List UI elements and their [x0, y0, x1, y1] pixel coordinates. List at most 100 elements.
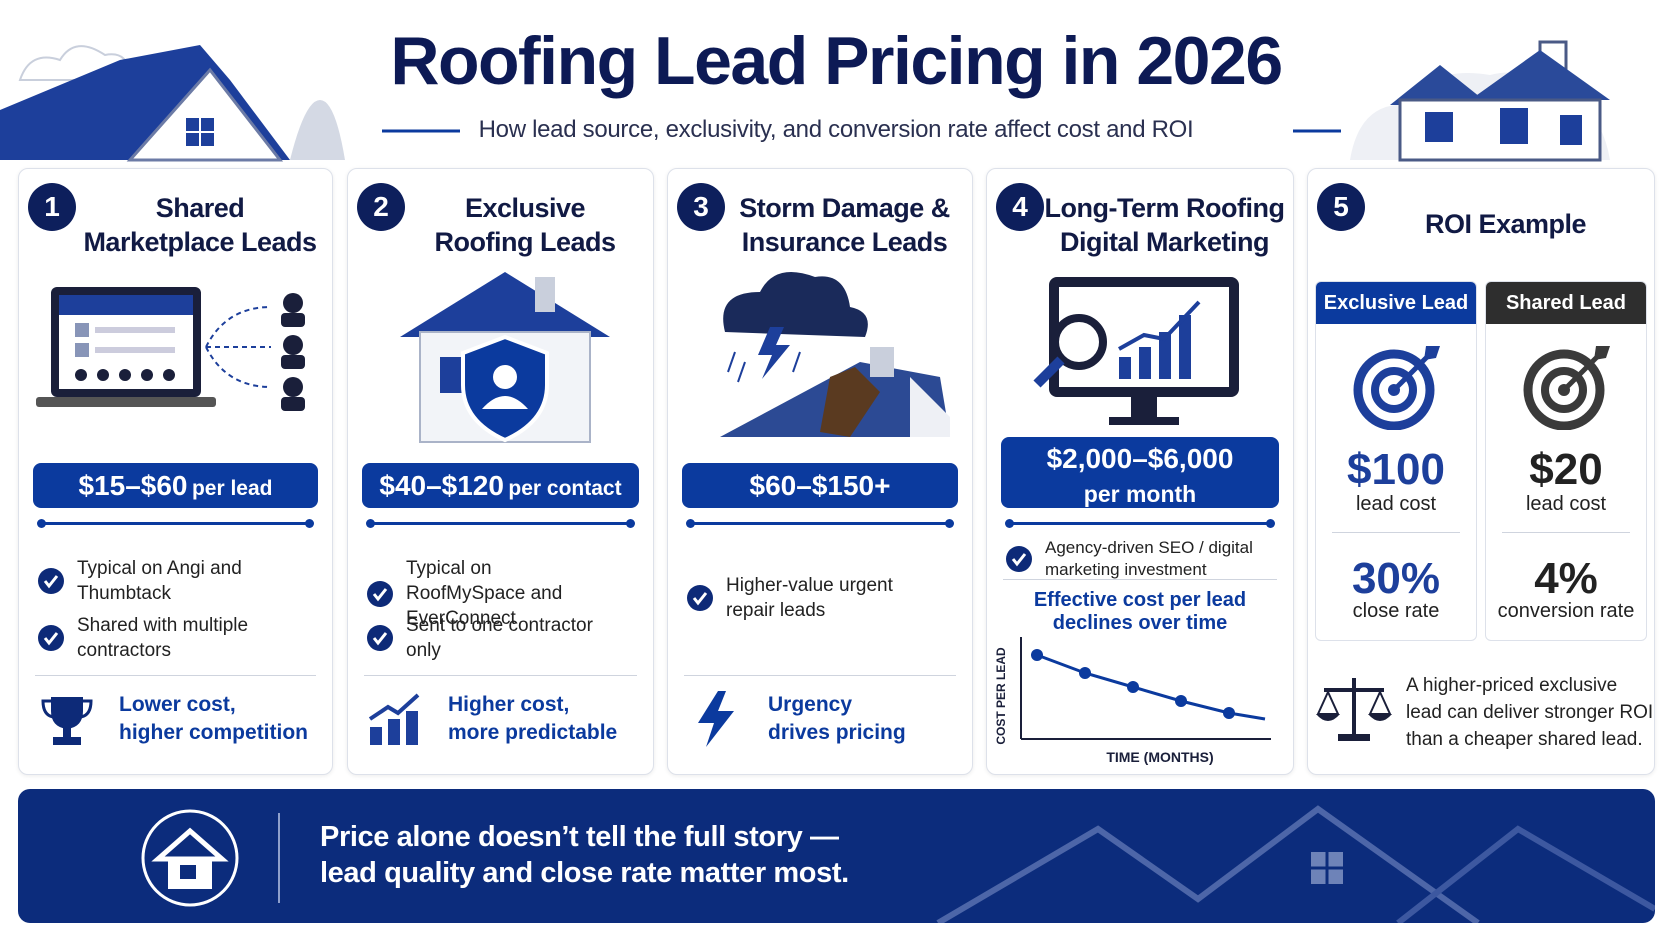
- price-pill: $2,000–$6,000 per month: [1001, 437, 1279, 508]
- bullet: Sent to one contractor only: [366, 613, 643, 663]
- icon-shape: [870, 347, 894, 377]
- icon-shape: [1425, 112, 1453, 142]
- icon-shape: [43, 632, 59, 646]
- takeaway-line: Urgency: [768, 693, 853, 716]
- price-unit: per contact: [508, 477, 622, 500]
- icon-shape: [1338, 734, 1370, 741]
- chart-title-line: declines over time: [1052, 612, 1228, 634]
- bullet-text: Typical on RoofMySpace and EverConnect: [406, 558, 563, 629]
- icon-shape: [97, 369, 109, 381]
- icon-shape: [727, 351, 801, 383]
- icon-shape: [283, 293, 303, 313]
- price: $15–$60: [78, 470, 188, 501]
- icon-shape: [95, 327, 175, 333]
- bullet: Agency-driven SEO / digital marketing in…: [1005, 537, 1283, 581]
- icon-shape: [281, 355, 305, 369]
- icon-shape: [41, 699, 93, 719]
- icon-shape: [1109, 417, 1179, 425]
- icon-shape: [367, 625, 393, 651]
- lead-cost-label: lead cost: [1355, 493, 1437, 515]
- icon: [38, 625, 64, 651]
- lead-cost: $20: [1529, 445, 1603, 494]
- divider: [1003, 579, 1277, 580]
- icon-shape: [1353, 349, 1435, 431]
- icon-shape: [36, 397, 216, 407]
- rule: [366, 519, 635, 528]
- icon-shape: [59, 295, 193, 315]
- icon-shape: [1560, 115, 1582, 145]
- roi-column: Shared Lead $20 lead cost 4% conversion rate: [1485, 281, 1647, 641]
- icon-shape: [1179, 315, 1191, 379]
- takeaway: Lower cost, higher competition: [39, 691, 326, 747]
- icon-shape: [63, 727, 71, 737]
- icon-shape: [205, 306, 272, 388]
- takeaway-line: Lower cost,: [119, 693, 236, 716]
- note-line: than a cheaper shared lead.: [1406, 729, 1643, 750]
- scale-icon: [1316, 674, 1392, 749]
- rule: [37, 519, 314, 528]
- icon-shape: [910, 377, 950, 437]
- price: $2,000–$6,000: [1046, 443, 1234, 474]
- check-icon: [1005, 545, 1033, 573]
- icon-shape: [290, 100, 345, 160]
- icon-shape: [1131, 397, 1157, 417]
- banner-line: Price alone doesn’t tell the full story …: [320, 821, 839, 853]
- icon-shape: [1031, 649, 1235, 719]
- card-number: 4: [996, 183, 1044, 231]
- bullet: Typical on RoofMySpace and EverConnect: [366, 556, 643, 631]
- icon: [367, 580, 393, 607]
- icon: [1033, 277, 1239, 425]
- rate-label: conversion rate: [1497, 600, 1635, 622]
- card-title-line: Shared: [155, 193, 245, 223]
- divider: [35, 675, 316, 676]
- icon-shape: [126, 67, 284, 162]
- icon-shape: [723, 272, 868, 337]
- icon-shape: [163, 369, 175, 381]
- card-title-line: Roofing Leads: [434, 227, 617, 257]
- takeaway-icon: [688, 691, 744, 747]
- icon: [1006, 546, 1032, 572]
- takeaway-icon: [368, 691, 424, 747]
- check-icon: [37, 567, 65, 595]
- icon-shape: [1139, 347, 1151, 379]
- check-icon: [37, 624, 65, 652]
- takeaway: Higher cost, more predictable: [368, 691, 647, 747]
- icon-shape: [820, 367, 880, 437]
- icon-shape: [372, 587, 388, 601]
- icon-shape: [51, 697, 83, 729]
- icon: [698, 691, 734, 747]
- rate-label: close rate: [1352, 600, 1440, 622]
- icon-shape: [43, 575, 59, 589]
- rule: [1005, 519, 1275, 528]
- card-title-line: Marketplace Leads: [83, 227, 317, 257]
- icon: [1020, 637, 1271, 740]
- takeaway-text: Higher cost, more predictable: [448, 691, 617, 747]
- icon-shape: [1119, 315, 1191, 379]
- card: 5 ROI Example Exclusive Lead $100 lead cost 3…: [1307, 168, 1655, 775]
- bullet-text: Typical on Angi and Thumbtack: [77, 558, 242, 604]
- price-pill: $40–$120 per contact: [362, 463, 639, 508]
- price-unit: per month: [1083, 481, 1197, 507]
- icon: [1316, 678, 1392, 741]
- icon-shape: [367, 580, 393, 607]
- icon-shape: [368, 693, 420, 721]
- takeaway-icon: [39, 691, 95, 747]
- icon-shape: [1500, 108, 1528, 144]
- icon-shape: [283, 335, 303, 355]
- takeaway-line: drives pricing: [768, 721, 906, 744]
- takeaway-line: more predictable: [448, 721, 618, 744]
- roi-note: A higher-priced exclusive lead can delive…: [1406, 672, 1653, 753]
- icon-shape: [141, 809, 239, 907]
- icon: [367, 625, 393, 651]
- icon-shape: [1594, 346, 1610, 360]
- icon-shape: [1051, 314, 1107, 370]
- price: $40–$120: [379, 470, 504, 501]
- icon: [1353, 346, 1440, 431]
- card-title-line: Exclusive: [464, 193, 586, 223]
- icon-shape: [692, 592, 708, 606]
- card-number: 5: [1317, 183, 1365, 231]
- icon-shape: [698, 691, 734, 747]
- icon: [368, 693, 420, 745]
- bullet: Shared with multiple contractors: [37, 613, 322, 663]
- icon-shape: [1119, 357, 1131, 379]
